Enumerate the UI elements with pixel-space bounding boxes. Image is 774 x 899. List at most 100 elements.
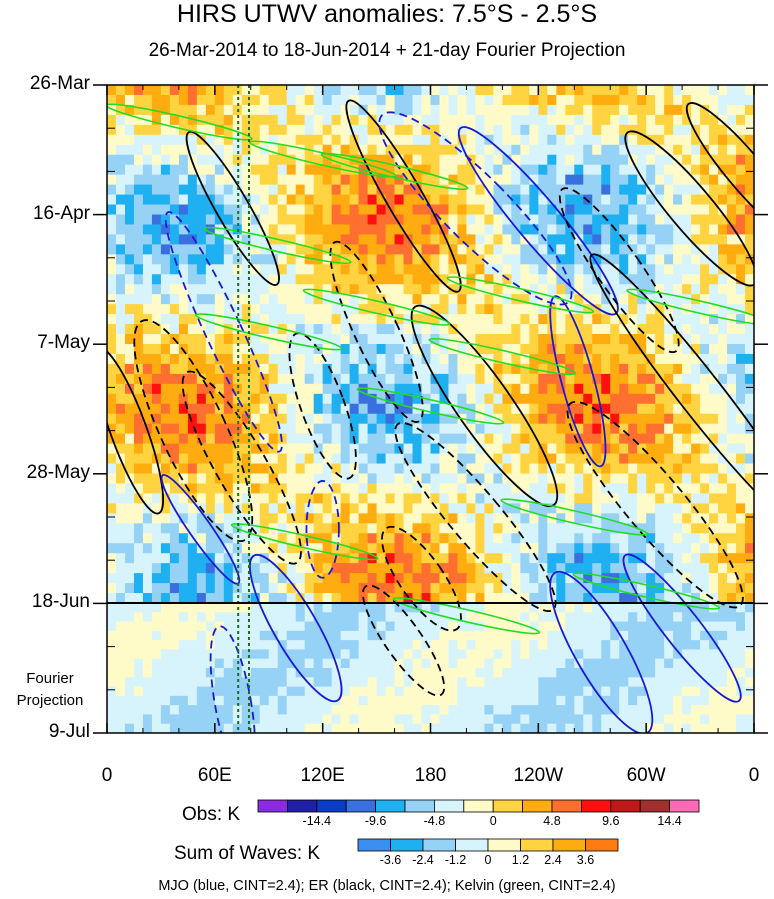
obs-cell	[511, 413, 521, 425]
obs-cell	[619, 194, 629, 206]
obs-cell	[700, 503, 710, 514]
obs-cell	[745, 254, 754, 265]
obs-cell	[331, 433, 342, 445]
obs-cell	[619, 493, 629, 504]
projection-cell	[304, 658, 315, 669]
obs-cell	[358, 523, 369, 534]
obs-cell	[313, 393, 324, 405]
obs-cell	[232, 433, 243, 445]
obs-cell	[214, 553, 225, 564]
obs-cell	[259, 94, 270, 106]
obs-cell	[286, 94, 297, 106]
obs-cell	[691, 553, 701, 564]
obs-cell	[160, 254, 171, 265]
obs-cell	[403, 254, 414, 265]
obs-cell	[403, 124, 414, 136]
obs-cell	[745, 533, 754, 544]
projection-cell	[187, 723, 198, 733]
obs-cell	[259, 154, 270, 166]
projection-cell	[394, 630, 405, 641]
obs-cell	[376, 503, 387, 514]
obs-cell	[646, 583, 656, 594]
projection-cell	[169, 705, 180, 716]
projection-cell	[187, 686, 198, 697]
obs-cell	[214, 573, 225, 584]
projection-cell	[421, 677, 432, 688]
obs-cell	[421, 593, 432, 604]
projection-cell	[475, 668, 486, 678]
obs-cell	[736, 334, 746, 345]
obs-cell	[610, 473, 620, 485]
obs-cell	[547, 174, 557, 186]
obs-cell	[241, 324, 252, 335]
obs-cell	[367, 324, 378, 335]
obs-cell	[565, 94, 575, 106]
obs-cell	[637, 493, 647, 504]
obs-cell	[385, 403, 396, 415]
obs-cell	[601, 154, 611, 166]
obs-cell	[133, 593, 144, 604]
obs-cell	[232, 463, 243, 475]
obs-cell	[304, 314, 315, 325]
obs-cell	[538, 583, 548, 594]
obs-cell	[583, 373, 593, 385]
obs-cell	[358, 144, 369, 156]
obs-cell	[151, 294, 162, 305]
projection-cell	[268, 621, 279, 632]
obs-cell	[439, 473, 450, 485]
obs-cell	[385, 563, 396, 574]
obs-cell	[250, 503, 261, 514]
obs-cell	[475, 573, 486, 584]
obs-cell	[736, 423, 746, 435]
projection-cell	[277, 668, 288, 678]
projection-cell	[349, 695, 360, 706]
obs-cell	[691, 234, 701, 245]
obs-colorbar-swatch	[433, 799, 465, 813]
projection-cell	[107, 714, 117, 725]
obs-cell	[439, 104, 450, 116]
obs-cell	[682, 353, 692, 365]
projection-cell	[115, 649, 126, 660]
obs-cell	[538, 324, 548, 335]
obs-cell	[700, 553, 710, 564]
obs-cell	[340, 174, 351, 186]
projection-cell	[331, 686, 342, 697]
projection-cell	[169, 658, 180, 669]
obs-cell	[700, 294, 710, 305]
obs-cell	[214, 363, 225, 375]
obs-cell	[322, 463, 333, 475]
obs-cell	[358, 244, 369, 255]
obs-cell	[349, 234, 360, 245]
obs-cell	[628, 194, 638, 206]
obs-cell	[718, 453, 728, 465]
projection-cell	[601, 668, 611, 678]
projection-cell	[457, 686, 468, 697]
obs-cell	[394, 344, 405, 355]
kelvin-contour	[392, 597, 541, 635]
obs-cell	[286, 563, 297, 574]
obs-cell	[151, 134, 162, 146]
projection-cell	[151, 723, 162, 733]
projection-cell	[295, 630, 306, 641]
obs-cell	[313, 573, 324, 584]
obs-cell	[484, 583, 495, 594]
projection-cell	[565, 695, 575, 706]
obs-cell	[250, 563, 261, 574]
obs-cell	[421, 403, 432, 415]
projection-cell	[583, 621, 593, 632]
obs-cell	[610, 393, 620, 405]
projection-cell	[151, 686, 162, 697]
obs-cell	[484, 413, 495, 425]
obs-cell	[367, 473, 378, 485]
projection-cell	[223, 630, 234, 641]
obs-cell	[394, 393, 405, 405]
obs-cell	[151, 184, 162, 196]
projection-cell	[286, 677, 297, 688]
obs-cell	[295, 264, 306, 275]
obs-cell	[484, 543, 495, 554]
obs-cell	[349, 383, 360, 395]
obs-cell	[187, 403, 198, 415]
obs-cell	[574, 244, 584, 255]
obs-cell	[124, 513, 135, 524]
obs-cell	[601, 124, 611, 136]
